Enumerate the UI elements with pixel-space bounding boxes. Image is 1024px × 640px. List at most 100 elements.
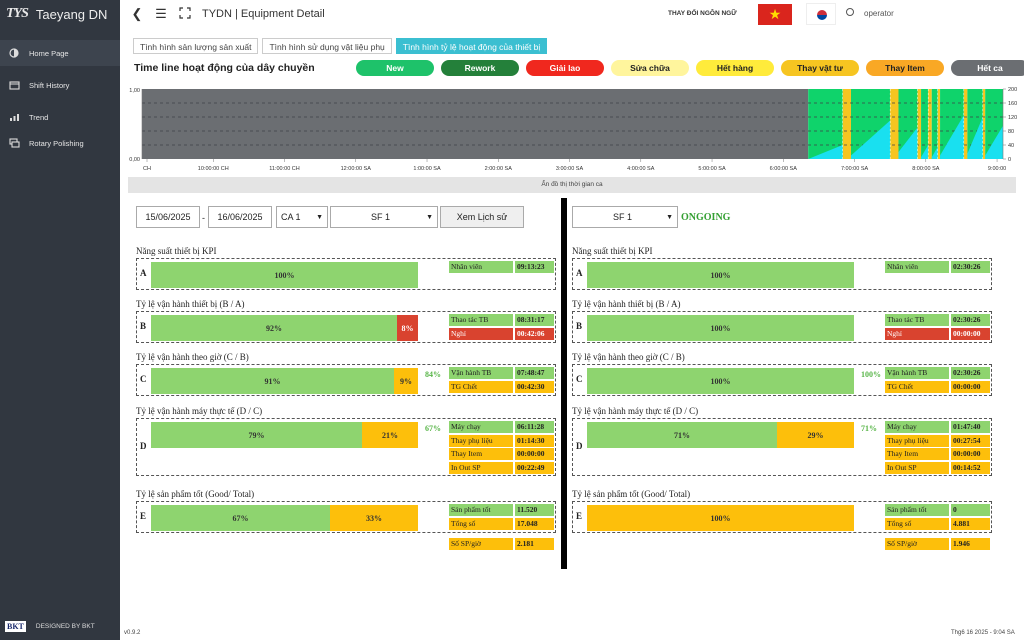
metric-table-row: Vận hành TB 02:30:26: [885, 367, 990, 379]
metric-section-d: Tỷ lệ vận hành máy thực tế (D / C) D 71% 29…: [572, 406, 992, 484]
sidebar-nav: Home Page Shift History Trend Rotary Pol…: [0, 40, 120, 156]
metric-letter: B: [576, 321, 583, 331]
metric-key: Thao tác TB: [449, 314, 513, 326]
column-divider: [561, 198, 567, 569]
metric-value: 09:13:23: [515, 261, 554, 273]
brand: TYS Taeyang DN: [6, 6, 107, 22]
view-history-button[interactable]: Xem Lịch sử: [440, 206, 524, 228]
brand-name: Taeyang DN: [35, 6, 108, 22]
metric-key: Số SP/giờ: [885, 538, 949, 550]
shift-select-value: CA 1: [281, 212, 301, 222]
fullscreen-icon[interactable]: [178, 6, 192, 22]
sidebar-item-trend[interactable]: Trend: [0, 104, 120, 130]
metric-key: Thao tác TB: [885, 314, 949, 326]
line-select-value: SF 1: [371, 212, 391, 222]
metric-value: 4.881: [951, 517, 990, 530]
timeline-segment: [931, 89, 938, 159]
x-tick-label: 10:00:00 CH: [198, 166, 229, 172]
bar-chart-icon: [8, 112, 20, 122]
timeline-segment: [921, 89, 929, 159]
user-name[interactable]: operator: [864, 9, 894, 18]
metric-table-row: Thay phụ liệu 00:27:54: [885, 434, 990, 447]
right-line-select[interactable]: SF 1 ▼: [572, 206, 678, 228]
metric-bar: 9%: [394, 368, 418, 394]
back-arrow-icon[interactable]: ❮: [131, 6, 143, 21]
metric-title: Tỷ lệ sản phẩm tốt (Good/ Total): [572, 489, 691, 499]
chevron-down-icon: ▼: [666, 213, 673, 221]
status-badge: ONGOING: [681, 212, 731, 223]
layers-icon: [8, 138, 20, 148]
metric-value: 00:42:30: [515, 380, 554, 393]
metric-letter: E: [140, 511, 147, 521]
legend-item: Giải lao: [526, 60, 604, 76]
top-bar: ❮ ☰ TYDN | Equipment Detail: [120, 0, 1024, 28]
sidebar-item-label: Home Page: [29, 48, 69, 58]
metric-bar: 67%: [151, 505, 330, 531]
right-line-select-value: SF 1: [613, 212, 633, 222]
count-area: [921, 145, 929, 159]
metric-table-row: Nghỉ 00:00:00: [885, 327, 990, 340]
x-tick-label: 9:00:00: [988, 166, 1006, 172]
tab-material-usage[interactable]: Tình hình sử dụng vật liệu phụ: [262, 38, 392, 54]
metric-title: Năng suất thiết bị KPI: [136, 246, 217, 256]
metric-table-row: Thay Item 00:00:00: [449, 448, 554, 460]
date-from-input[interactable]: 15/06/2025: [136, 206, 200, 228]
metric-table-row: Thao tác TB 02:30:26: [885, 314, 990, 326]
metric-bar: 29%: [777, 422, 854, 448]
sidebar-item-label: Shift History: [29, 80, 70, 90]
x-tick-label: 4:00:00 SA: [627, 166, 655, 172]
metric-title: Năng suất thiết bị KPI: [572, 246, 653, 256]
count-area: [967, 117, 983, 159]
sidebar-footer: BKT DESIGNED BY BKT: [5, 621, 95, 632]
metric-key: Máy chạy: [885, 421, 949, 433]
metric-extra: Số SP/giờ 2.181: [449, 538, 554, 552]
x-tick-label: 11:00:00 CH: [269, 166, 300, 172]
metric-bar: 8%: [397, 315, 418, 341]
sidebar-item-shift-history[interactable]: Shift History: [0, 72, 120, 98]
legend-item: Hết ca: [951, 60, 1024, 76]
metric-value: 11.520: [515, 504, 554, 516]
metric-table-row: Số SP/giờ 1.946: [885, 538, 990, 550]
tab-equipment-rate[interactable]: Tình hình tỷ lệ hoạt động của thiết bị: [395, 38, 548, 54]
metric-table-row: Nhân viên 09:13:23: [449, 261, 554, 273]
timeline-chart: 1,00 0,00 200 160 120 80 40 0 CH 10:00:00 CH 11:00…: [125, 86, 1019, 176]
metric-total: 71%: [861, 424, 877, 433]
count-area: [898, 127, 918, 159]
metric-letter: B: [140, 321, 147, 331]
metric-value: 00:00:00: [515, 448, 554, 460]
metric-table: Máy chạy 01:47:40 Thay phụ liệu 00:27:54 Tha…: [885, 421, 990, 475]
timeline-segment: [808, 89, 843, 159]
datetime-label: Thg6 16 2025 - 9:04 SA: [951, 630, 1015, 636]
metric-value: 1.946: [951, 538, 990, 550]
vietnam-flag-icon[interactable]: ★: [758, 4, 792, 25]
metric-letter: A: [576, 268, 583, 278]
metric-table-row: Tổng số 4.881: [885, 517, 990, 530]
metric-bar: 91%: [151, 368, 394, 394]
metric-table-row: Tổng số 17.048: [449, 517, 554, 530]
hide-chart-toggle[interactable]: Ẩn đồ thị thời gian ca: [128, 177, 1016, 193]
metric-key: TG Chết: [449, 380, 513, 393]
line-select[interactable]: SF 1 ▼: [330, 206, 438, 228]
metric-letter: A: [140, 268, 147, 278]
timeline-legend: New Rework Giải lao Sửa chữa Hết hàng Thay vậ…: [356, 60, 1024, 76]
page-title: TYDN | Equipment Detail: [202, 8, 325, 20]
language-label: THAY ĐỔI NGÔN NGỮ: [668, 10, 737, 17]
metric-value: 0: [951, 504, 990, 516]
x-tick-label: 1:00:00 SA: [413, 166, 441, 172]
metric-extra: Số SP/giờ 1.946: [885, 538, 990, 552]
date-to-input[interactable]: 16/06/2025: [208, 206, 272, 228]
metric-key: In Out SP: [449, 461, 513, 474]
metric-section-d: Tỷ lệ vận hành máy thực tế (D / C) D 79% 21…: [136, 406, 556, 484]
metric-section-e: Tỷ lệ sản phẩm tốt (Good/ Total) E 67% 33% S…: [136, 489, 556, 557]
sidebar-item-home[interactable]: Home Page: [0, 40, 120, 66]
metric-key: Thay phụ liệu: [885, 434, 949, 447]
shift-select[interactable]: CA 1 ▼: [276, 206, 328, 228]
y-left-tick: 1,00: [129, 88, 140, 94]
metric-bar: 71%: [587, 422, 777, 448]
sidebar-item-rotary-polishing[interactable]: Rotary Polishing: [0, 130, 120, 156]
metric-table-row: TG Chết 00:42:30: [449, 380, 554, 393]
korea-flag-icon[interactable]: [806, 3, 836, 25]
x-tick-label: 5:00:00 SA: [698, 166, 726, 172]
tab-production[interactable]: Tình hình sản lượng sản xuất: [133, 38, 259, 54]
menu-icon[interactable]: ☰: [155, 6, 167, 21]
